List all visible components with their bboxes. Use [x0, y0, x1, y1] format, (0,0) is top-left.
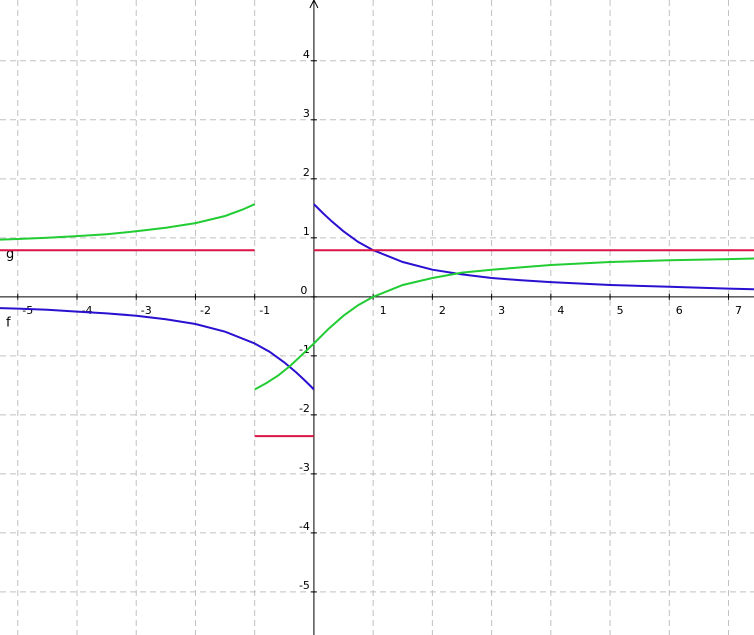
y-tick-label: -4	[299, 520, 310, 533]
curve	[0, 203, 754, 391]
x-tick-label: 4	[557, 304, 564, 317]
y-tick-label: 3	[303, 107, 310, 120]
y-tick-label: -3	[299, 461, 310, 474]
x-tick-label: 1	[380, 304, 387, 317]
y-tick-label: -2	[299, 402, 310, 415]
x-tick-label: -4	[82, 304, 93, 317]
curve-label: g	[6, 247, 14, 262]
x-tick-label: -5	[22, 304, 33, 317]
x-tick-label: 2	[439, 304, 446, 317]
x-tick-label: 3	[498, 304, 505, 317]
y-tick-label: -5	[299, 579, 310, 592]
y-tick-label: -1	[299, 343, 310, 356]
x-tick-label: -1	[259, 304, 270, 317]
curve	[0, 203, 754, 391]
x-tick-label: 0	[300, 284, 307, 297]
x-tick-label: -2	[200, 304, 211, 317]
y-tick-label: 1	[303, 225, 310, 238]
x-tick-label: 6	[676, 304, 683, 317]
y-tick-label: 4	[303, 48, 310, 61]
curve-label: f	[6, 316, 11, 331]
x-tick-label: -3	[141, 304, 152, 317]
x-tick-label: 7	[735, 304, 742, 317]
curve	[0, 249, 754, 438]
x-tick-label: 5	[617, 304, 624, 317]
y-tick-label: 2	[303, 166, 310, 179]
y-axis-arrow	[309, 0, 319, 9]
